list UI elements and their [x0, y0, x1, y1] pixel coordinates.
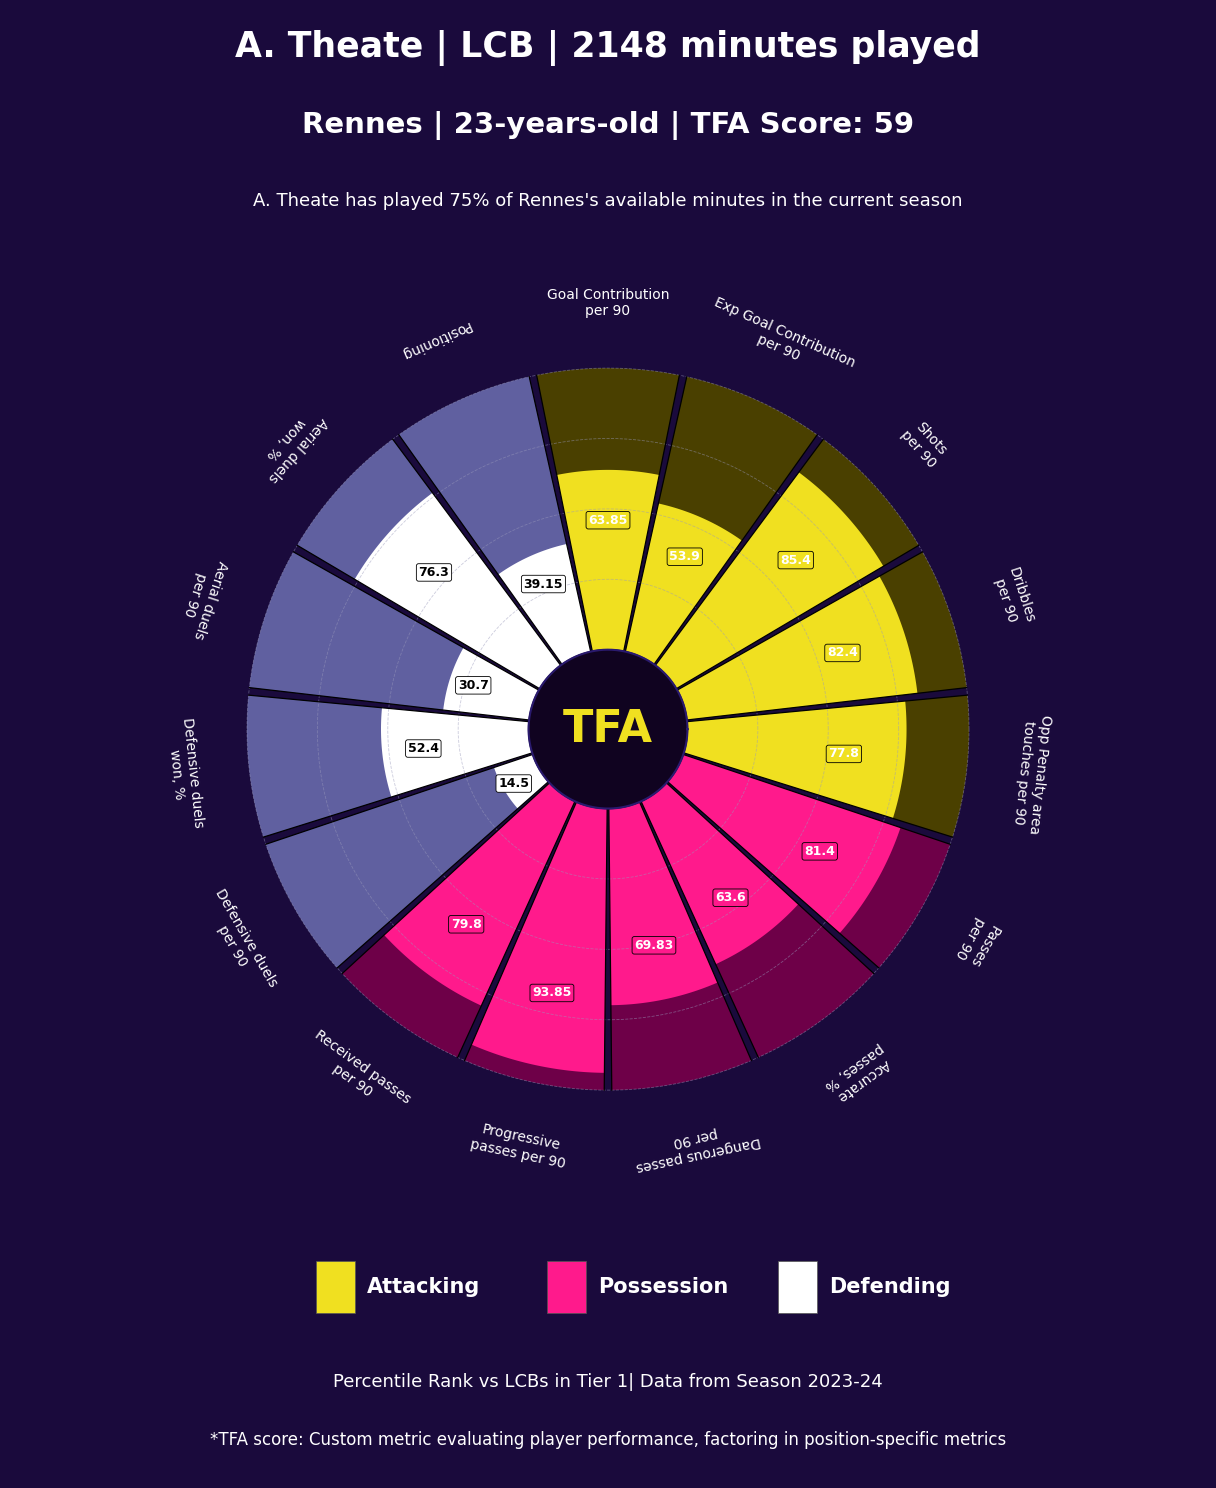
Text: 39.15: 39.15 — [524, 577, 563, 591]
Text: A. Theate has played 75% of Rennes's available minutes in the current season: A. Theate has played 75% of Rennes's ava… — [253, 192, 963, 210]
Polygon shape — [499, 545, 591, 664]
FancyBboxPatch shape — [778, 1260, 817, 1312]
Polygon shape — [529, 650, 687, 808]
Text: Percentile Rank vs LCBs in Tier 1| Data from Season 2023-24: Percentile Rank vs LCBs in Tier 1| Data … — [333, 1373, 883, 1391]
Text: Aerial duels
won, %: Aerial duels won, % — [253, 403, 330, 485]
Polygon shape — [355, 493, 561, 689]
Text: 53.9: 53.9 — [669, 551, 700, 564]
Text: 63.6: 63.6 — [715, 891, 745, 905]
Text: 79.8: 79.8 — [451, 918, 482, 931]
Text: 14.5: 14.5 — [499, 777, 529, 790]
Polygon shape — [342, 783, 575, 1058]
Text: Defensive duels
won, %: Defensive duels won, % — [163, 717, 206, 830]
Polygon shape — [641, 783, 874, 1058]
Polygon shape — [683, 701, 907, 818]
Polygon shape — [625, 503, 742, 664]
Polygon shape — [381, 708, 533, 798]
Polygon shape — [465, 802, 607, 1091]
Text: 30.7: 30.7 — [457, 679, 489, 692]
Text: TFA: TFA — [563, 708, 653, 750]
Polygon shape — [536, 368, 680, 652]
Text: Exp Goal Contribution
per 90: Exp Goal Contribution per 90 — [705, 295, 857, 385]
Polygon shape — [249, 552, 539, 720]
Polygon shape — [557, 470, 659, 652]
Text: 85.4: 85.4 — [781, 554, 811, 567]
Text: Possession: Possession — [598, 1277, 728, 1298]
Polygon shape — [668, 754, 901, 933]
Polygon shape — [384, 783, 575, 1006]
Text: Received passes
per 90: Received passes per 90 — [303, 1028, 413, 1120]
Polygon shape — [494, 754, 548, 808]
Text: 77.8: 77.8 — [828, 747, 860, 760]
Text: Defending: Defending — [829, 1277, 951, 1298]
Text: Progressive
passes per 90: Progressive passes per 90 — [469, 1120, 570, 1171]
Polygon shape — [297, 439, 561, 689]
Text: A. Theate | LCB | 2148 minutes played: A. Theate | LCB | 2148 minutes played — [235, 30, 981, 65]
Polygon shape — [247, 695, 533, 838]
Polygon shape — [677, 576, 917, 720]
Text: Opp Penalty area
touches per 90: Opp Penalty area touches per 90 — [1010, 713, 1053, 835]
Polygon shape — [683, 695, 969, 838]
Polygon shape — [609, 802, 717, 1006]
Text: Defensive duels
per 90: Defensive duels per 90 — [198, 887, 280, 997]
Polygon shape — [443, 647, 539, 720]
Polygon shape — [668, 754, 950, 967]
Text: 82.4: 82.4 — [827, 646, 858, 659]
Text: Shots
per 90: Shots per 90 — [899, 417, 951, 470]
Text: Attacking: Attacking — [367, 1277, 480, 1298]
Text: 93.85: 93.85 — [533, 987, 572, 1000]
FancyBboxPatch shape — [316, 1260, 355, 1312]
Text: Accurate
passes, %: Accurate passes, % — [822, 1042, 895, 1107]
Text: Positioning: Positioning — [398, 318, 472, 362]
Text: Rennes | 23-years-old | TFA Score: 59: Rennes | 23-years-old | TFA Score: 59 — [302, 112, 914, 140]
Text: 76.3: 76.3 — [418, 565, 450, 579]
Text: 69.83: 69.83 — [635, 939, 674, 952]
Text: 81.4: 81.4 — [804, 845, 835, 859]
Text: 63.85: 63.85 — [589, 513, 627, 527]
Text: *TFA score: Custom metric evaluating player performance, factoring in position-s: *TFA score: Custom metric evaluating pla… — [210, 1430, 1006, 1449]
Text: Dribbles
per 90: Dribbles per 90 — [990, 565, 1036, 629]
Text: 52.4: 52.4 — [407, 743, 439, 754]
Polygon shape — [655, 472, 883, 689]
Polygon shape — [641, 783, 799, 964]
FancyBboxPatch shape — [547, 1260, 586, 1312]
Polygon shape — [266, 754, 548, 967]
Text: Aerial duels
per 90: Aerial duels per 90 — [176, 554, 230, 641]
Polygon shape — [399, 376, 591, 664]
Polygon shape — [472, 802, 607, 1073]
Text: Dangerous passes
per 90: Dangerous passes per 90 — [631, 1117, 762, 1174]
Polygon shape — [625, 376, 817, 664]
Text: Passes
per 90: Passes per 90 — [952, 915, 1002, 970]
Polygon shape — [655, 439, 919, 689]
Polygon shape — [677, 552, 967, 720]
Polygon shape — [609, 802, 751, 1091]
Text: Goal Contribution
per 90: Goal Contribution per 90 — [547, 289, 669, 318]
